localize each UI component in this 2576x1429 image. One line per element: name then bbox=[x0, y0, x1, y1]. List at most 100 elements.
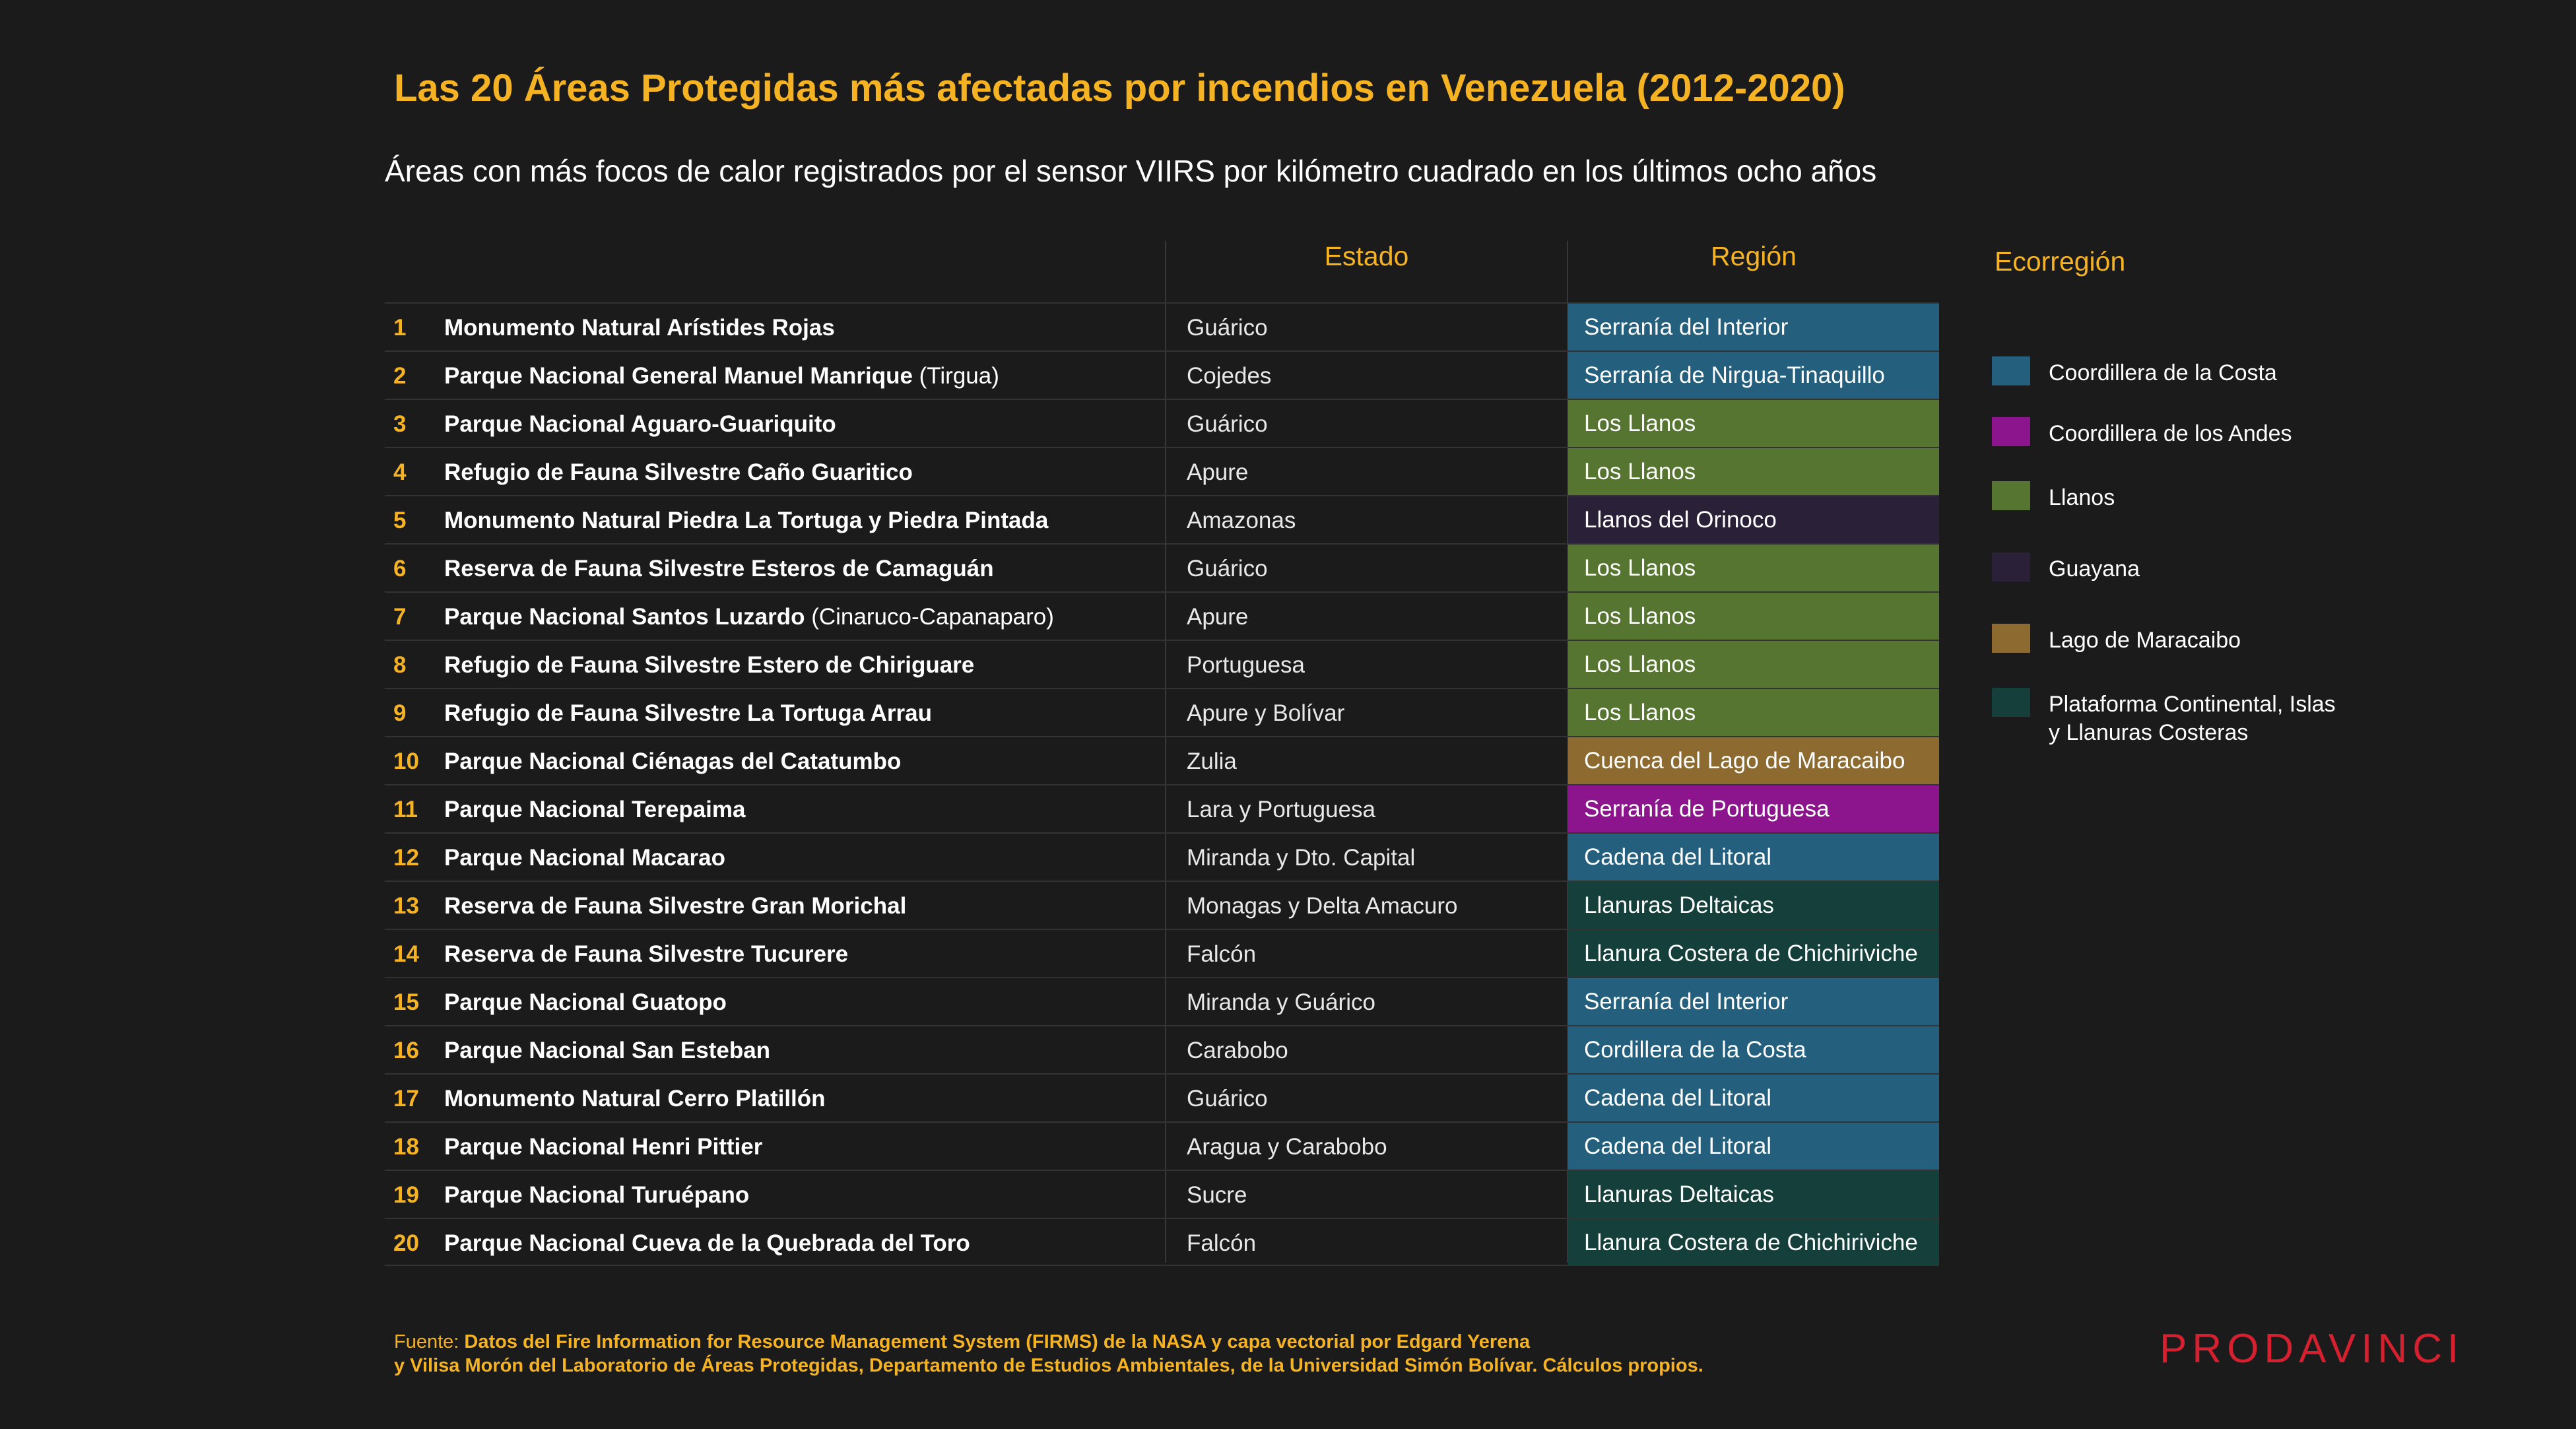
legend-label: Guayana bbox=[2049, 556, 2140, 582]
header-region: Región bbox=[1711, 241, 1797, 271]
page-subtitle: Áreas con más focos de calor registrados… bbox=[385, 154, 1877, 188]
page-title: Las 20 Áreas Protegidas más afectadas po… bbox=[394, 67, 1845, 110]
area-name: Parque Nacional General Manuel Manrique … bbox=[444, 363, 999, 389]
estado-cell: Apure bbox=[1187, 459, 1249, 485]
rank-number: 12 bbox=[393, 845, 419, 871]
legend-swatch bbox=[1992, 417, 2030, 446]
rank-number: 19 bbox=[393, 1182, 419, 1208]
rank-number: 3 bbox=[393, 411, 407, 437]
estado-cell: Cojedes bbox=[1187, 363, 1272, 389]
area-name-extra: (Cinaruco-Capanaparo) bbox=[805, 604, 1054, 630]
area-name: Refugio de Fauna Silvestre Caño Guaritic… bbox=[444, 459, 913, 486]
area-name-main: Parque Nacional Aguaro-Guariquito bbox=[444, 411, 836, 437]
estado-cell: Amazonas bbox=[1187, 508, 1296, 533]
estado-cell: Apure bbox=[1187, 604, 1249, 630]
area-name-main: Parque Nacional San Esteban bbox=[444, 1038, 771, 1063]
area-name: Parque Nacional Henri Pittier bbox=[444, 1134, 762, 1160]
region-cell: Llanuras Deltaicas bbox=[1568, 882, 1939, 929]
table-row: 12 Parque Nacional Macarao Miranda y Dto. … bbox=[385, 832, 1939, 881]
area-name-main: Parque Nacional Turuépano bbox=[444, 1182, 750, 1208]
column-divider-estado bbox=[1165, 241, 1166, 1263]
area-name-main: Parque Nacional Ciénagas del Catatumbo bbox=[444, 748, 902, 774]
estado-cell: Sucre bbox=[1187, 1182, 1247, 1208]
region-cell: Llanuras Deltaicas bbox=[1568, 1171, 1939, 1218]
region-cell: Los Llanos bbox=[1568, 641, 1939, 688]
table-row: 6 Reserva de Fauna Silvestre Esteros de C… bbox=[385, 543, 1939, 591]
table-row: 15 Parque Nacional Guatopo Miranda y Guári… bbox=[385, 977, 1939, 1025]
rank-number: 14 bbox=[393, 941, 419, 967]
table-row: 14 Reserva de Fauna Silvestre Tucurere Fal… bbox=[385, 929, 1939, 977]
estado-cell: Falcón bbox=[1187, 1230, 1257, 1256]
table-row: 7 Parque Nacional Santos Luzardo (Cinaruc… bbox=[385, 591, 1939, 640]
legend-label: Llanos bbox=[2049, 485, 2115, 510]
area-name: Reserva de Fauna Silvestre Tucurere bbox=[444, 941, 848, 968]
area-name-main: Parque Nacional General Manuel Manrique bbox=[444, 363, 913, 389]
estado-cell: Carabobo bbox=[1187, 1038, 1288, 1063]
region-cell: Cadena del Litoral bbox=[1568, 834, 1939, 881]
estado-cell: Zulia bbox=[1187, 748, 1237, 774]
area-name: Parque Nacional Cueva de la Quebrada del… bbox=[444, 1230, 970, 1257]
table-row: 17 Monumento Natural Cerro Platillón Guári… bbox=[385, 1073, 1939, 1121]
area-name: Parque Nacional Ciénagas del Catatumbo bbox=[444, 748, 901, 775]
estado-cell: Guárico bbox=[1187, 315, 1268, 341]
rank-number: 9 bbox=[393, 700, 407, 726]
region-cell: Serranía de Portuguesa bbox=[1568, 785, 1939, 832]
area-name-main: Parque Nacional Guatopo bbox=[444, 989, 727, 1015]
area-name-main: Refugio de Fauna Silvestre Estero de Chi… bbox=[444, 652, 975, 678]
table-row: 18 Parque Nacional Henri Pittier Aragua y … bbox=[385, 1121, 1939, 1170]
area-name: Monumento Natural Piedra La Tortuga y Pi… bbox=[444, 508, 1048, 534]
estado-cell: Guárico bbox=[1187, 411, 1268, 437]
column-divider-region bbox=[1567, 241, 1568, 1263]
estado-cell: Guárico bbox=[1187, 556, 1268, 582]
table-row: 8 Refugio de Fauna Silvestre Estero de Ch… bbox=[385, 640, 1939, 688]
source-line-1: Datos del Fire Information for Resource … bbox=[464, 1331, 1531, 1352]
estado-cell: Apure y Bolívar bbox=[1187, 700, 1345, 726]
area-name-main: Monumento Natural Piedra La Tortuga y Pi… bbox=[444, 508, 1049, 533]
legend-swatch bbox=[1992, 552, 2030, 582]
table-row: 9 Refugio de Fauna Silvestre La Tortuga A… bbox=[385, 688, 1939, 736]
region-cell: Llanura Costera de Chichiriviche bbox=[1568, 1219, 1939, 1266]
area-name: Monumento Natural Arístides Rojas bbox=[444, 315, 835, 341]
estado-cell: Aragua y Carabobo bbox=[1187, 1134, 1387, 1160]
area-name-main: Refugio de Fauna Silvestre La Tortuga Ar… bbox=[444, 700, 933, 726]
estado-cell: Portuguesa bbox=[1187, 652, 1305, 678]
source-note: Fuente: Datos del Fire Information for R… bbox=[394, 1330, 1703, 1378]
source-line-2: y Vilisa Morón del Laboratorio de Áreas … bbox=[394, 1355, 1703, 1376]
area-name-main: Parque Nacional Terepaima bbox=[444, 797, 746, 822]
rank-number: 15 bbox=[393, 989, 419, 1015]
estado-cell: Miranda y Dto. Capital bbox=[1187, 845, 1416, 871]
rank-number: 13 bbox=[393, 893, 419, 919]
ranking-table: 1 Monumento Natural Arístides Rojas Guáric… bbox=[385, 302, 1939, 1266]
legend-label: Lago de Maracaibo bbox=[2049, 628, 2241, 653]
table-row: 2 Parque Nacional General Manuel Manrique… bbox=[385, 350, 1939, 399]
rank-number: 16 bbox=[393, 1038, 419, 1063]
table-row: 1 Monumento Natural Arístides Rojas Guáric… bbox=[385, 302, 1939, 350]
area-name-main: Refugio de Fauna Silvestre Caño Guaritic… bbox=[444, 459, 913, 485]
estado-cell: Falcón bbox=[1187, 941, 1257, 967]
region-cell: Los Llanos bbox=[1568, 593, 1939, 640]
area-name: Parque Nacional Guatopo bbox=[444, 989, 727, 1016]
table-row: 5 Monumento Natural Piedra La Tortuga y P… bbox=[385, 495, 1939, 543]
rank-number: 8 bbox=[393, 652, 407, 678]
area-name: Parque Nacional Santos Luzardo (Cinaruco… bbox=[444, 604, 1054, 630]
region-cell: Los Llanos bbox=[1568, 545, 1939, 591]
table-row: 10 Parque Nacional Ciénagas del Catatumbo… bbox=[385, 736, 1939, 784]
area-name: Monumento Natural Cerro Platillón bbox=[444, 1086, 826, 1112]
area-name-main: Monumento Natural Arístides Rojas bbox=[444, 315, 835, 341]
brand-logo: PRODAVINCI bbox=[2160, 1326, 2464, 1372]
area-name-main: Reserva de Fauna Silvestre Esteros de Ca… bbox=[444, 556, 994, 582]
rank-number: 17 bbox=[393, 1086, 419, 1112]
legend-title: Ecorregión bbox=[1995, 246, 2126, 277]
area-name-main: Parque Nacional Macarao bbox=[444, 845, 725, 871]
rank-number: 4 bbox=[393, 459, 407, 485]
region-cell: Cadena del Litoral bbox=[1568, 1123, 1939, 1170]
estado-cell: Miranda y Guárico bbox=[1187, 989, 1375, 1015]
area-name-main: Parque Nacional Cueva de la Quebrada del… bbox=[444, 1230, 970, 1256]
table-row: 4 Refugio de Fauna Silvestre Caño Guariti… bbox=[385, 447, 1939, 495]
rank-number: 10 bbox=[393, 748, 419, 774]
region-cell: Los Llanos bbox=[1568, 448, 1939, 495]
area-name: Refugio de Fauna Silvestre Estero de Chi… bbox=[444, 652, 974, 679]
area-name: Parque Nacional Aguaro-Guariquito bbox=[444, 411, 836, 438]
legend-label: Coordillera de la Costa bbox=[2049, 360, 2277, 385]
area-name: Reserva de Fauna Silvestre Esteros de Ca… bbox=[444, 556, 994, 582]
